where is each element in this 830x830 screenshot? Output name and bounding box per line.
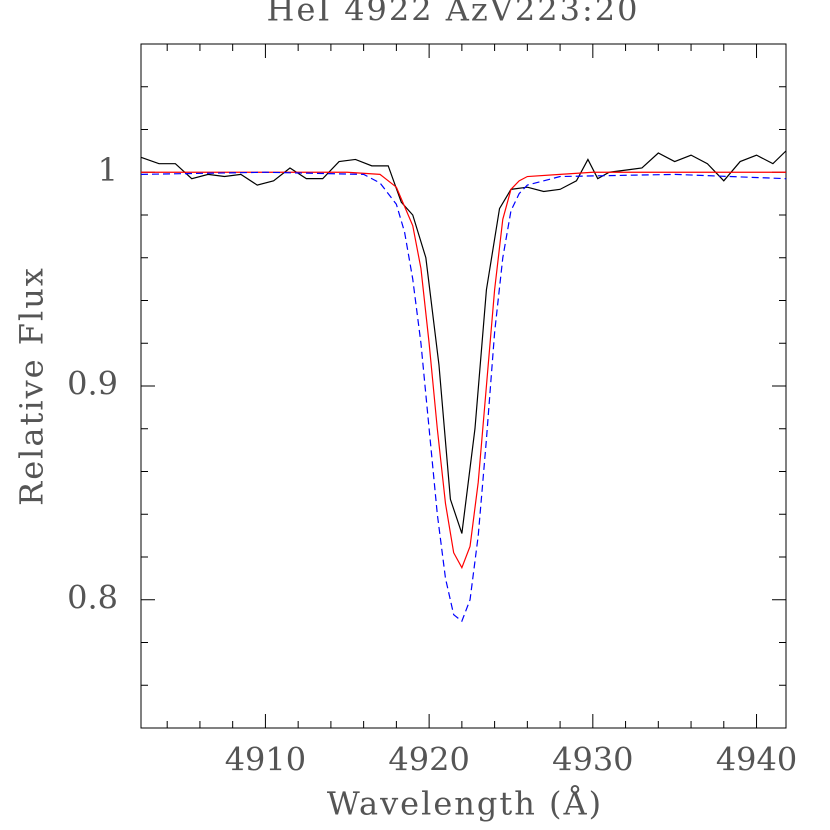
y-tick-label: 0.9	[67, 365, 118, 403]
x-tick-label: 4940	[716, 741, 797, 779]
y-tick-label: 0.8	[67, 578, 118, 616]
series-line	[140, 150, 787, 534]
x-tick-label: 4910	[225, 741, 306, 779]
x-axis-label: Wavelength (Å)	[327, 785, 603, 823]
series-line	[140, 171, 787, 623]
x-tick-label: 4930	[552, 741, 633, 779]
y-axis-label: Relative Flux	[13, 266, 51, 506]
chart-title: HeI 4922 AzV223:20	[267, 0, 640, 29]
plot-frame	[140, 43, 787, 729]
y-tick-label: 1	[98, 151, 118, 189]
series-line	[141, 171, 786, 570]
x-tick-label: 4920	[388, 741, 469, 779]
